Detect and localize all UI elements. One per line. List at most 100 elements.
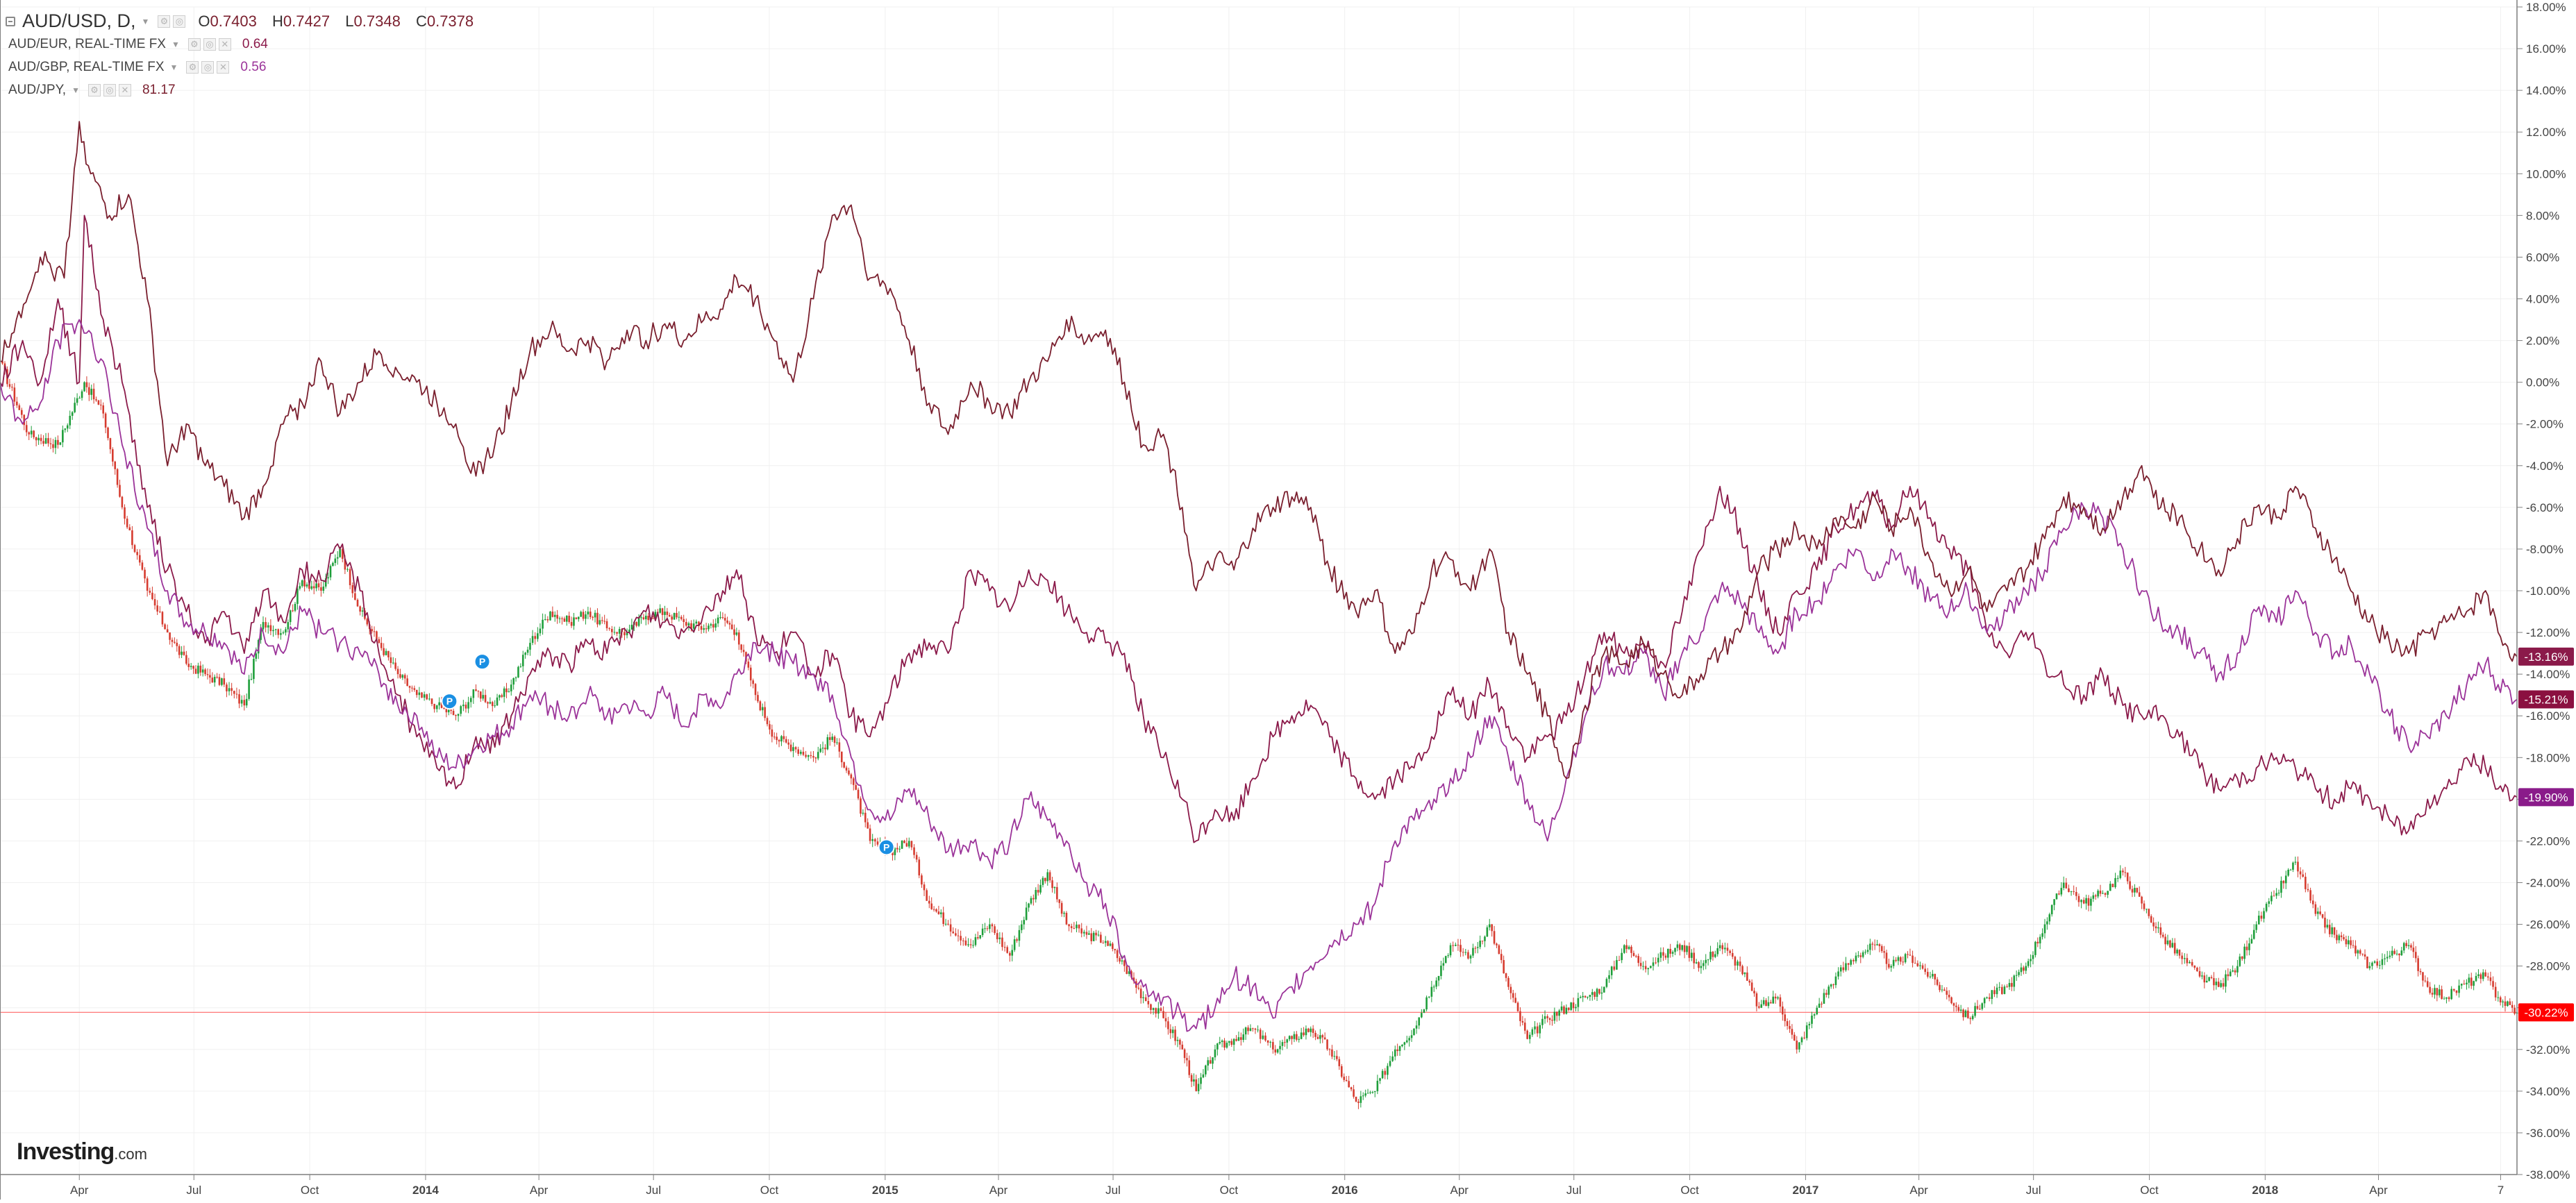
candle-body: [1144, 997, 1147, 1001]
candle-body: [1560, 1006, 1563, 1011]
candle-body: [969, 944, 972, 945]
candle-body: [2102, 893, 2104, 894]
candle-body: [2328, 925, 2331, 934]
candle-body: [1832, 984, 1834, 986]
remove-icon[interactable]: ✕: [218, 37, 231, 51]
candle-body: [1743, 972, 1746, 975]
series-candles-aud-usd: [1, 358, 2518, 1109]
chevron-down-icon[interactable]: ▼: [171, 39, 180, 49]
candle-body: [838, 742, 841, 752]
candle-body: [1016, 939, 1018, 941]
candle-body: [1589, 995, 1591, 997]
candle-body: [1228, 1041, 1230, 1043]
candle-body: [1575, 1007, 1577, 1009]
candle-body: [280, 633, 282, 635]
chevron-down-icon[interactable]: ▼: [169, 62, 178, 72]
y-tick-label: -38.00%: [2526, 1168, 2570, 1181]
y-tick-label: -8.00%: [2526, 543, 2564, 556]
candle-body: [1548, 1018, 1551, 1020]
candle-body: [1971, 1016, 1974, 1020]
legend-comparison-symbol[interactable]: AUD/GBP, REAL-TIME FX: [8, 59, 165, 74]
candle-body: [1603, 986, 1605, 993]
candle-body: [1343, 1077, 1346, 1080]
candle-body: [1767, 1002, 1770, 1007]
candle-body: [512, 678, 515, 685]
candle-body: [1505, 973, 1507, 978]
candle-body: [780, 736, 783, 742]
collapse-legend-icon[interactable]: [6, 16, 15, 26]
settings-icon[interactable]: ⚙: [187, 37, 201, 51]
y-tick-label: 18.00%: [2526, 1, 2566, 14]
legend-ohlc: O0.7403 H0.7427 L0.7348 C0.7378: [198, 12, 485, 31]
candle-body: [1741, 966, 1743, 975]
candle-body: [1396, 1049, 1398, 1052]
visibility-icon[interactable]: ◎: [201, 60, 215, 74]
candle-body: [1028, 903, 1030, 908]
candle-body: [1232, 1038, 1235, 1045]
candle-body: [2157, 927, 2159, 929]
legend-main-symbol[interactable]: AUD/USD, D,: [22, 10, 136, 31]
candle-body: [8, 384, 11, 387]
candle-body: [322, 586, 325, 591]
remove-icon[interactable]: ✕: [118, 83, 131, 96]
candle-body: [1705, 959, 1707, 964]
visibility-icon[interactable]: ◎: [173, 15, 186, 28]
candle-body: [705, 628, 708, 630]
candle-body: [1584, 995, 1587, 998]
open-label: O: [198, 12, 210, 30]
candle-body: [2504, 1001, 2507, 1007]
candle-body: [654, 612, 657, 619]
y-tick-label: -2.00%: [2526, 418, 2564, 431]
candle-body: [320, 587, 322, 591]
chevron-down-icon[interactable]: ▼: [141, 16, 150, 26]
chevron-down-icon[interactable]: ▼: [72, 85, 80, 95]
candle-body: [937, 911, 940, 914]
candle-body: [499, 695, 501, 698]
candle-body: [1650, 966, 1652, 968]
candle-body: [1242, 1034, 1245, 1041]
candle-body: [428, 698, 430, 700]
candle-body: [611, 629, 613, 632]
x-tick-label: 2015: [872, 1184, 898, 1197]
settings-icon[interactable]: ⚙: [186, 60, 199, 74]
candle-body: [2321, 914, 2324, 918]
candle-body: [1878, 944, 1881, 946]
candle-body: [2340, 935, 2343, 937]
visibility-icon[interactable]: ◎: [103, 83, 116, 96]
candle-body: [2284, 875, 2287, 884]
candle-body: [1128, 971, 1130, 974]
candle-body: [285, 629, 287, 633]
candle-body: [114, 461, 117, 469]
candle-body: [1544, 1016, 1546, 1019]
candle-body: [717, 617, 719, 624]
brand-domain: .com: [114, 1145, 147, 1163]
candle-body: [23, 414, 26, 426]
last-value-bg: [2518, 690, 2574, 709]
visibility-icon[interactable]: ◎: [203, 37, 216, 51]
legend-comparison-symbol[interactable]: AUD/JPY,: [8, 82, 67, 97]
candle-body: [144, 569, 146, 579]
candle-body: [2514, 1007, 2516, 1014]
candle-body: [1104, 941, 1107, 943]
legend-comparison-symbol[interactable]: AUD/EUR, REAL-TIME FX: [8, 36, 166, 51]
candle-body: [1303, 1032, 1305, 1036]
candle-body: [1777, 997, 1779, 999]
candle-body: [1534, 1026, 1536, 1029]
candle-body: [1171, 1029, 1174, 1034]
remove-icon[interactable]: ✕: [217, 60, 230, 74]
x-tick-label: Apr: [1450, 1184, 1469, 1197]
candle-body: [1281, 1042, 1284, 1046]
candle-body: [1387, 1066, 1389, 1075]
candle-body: [2030, 959, 2032, 961]
settings-icon[interactable]: ⚙: [158, 15, 171, 28]
candle-body: [1837, 971, 1839, 977]
low-value: 0.7348: [353, 12, 401, 30]
y-tick-label: 16.00%: [2526, 42, 2566, 56]
candle-body: [1539, 1025, 1541, 1034]
candle-body: [942, 912, 944, 924]
candle-body: [776, 737, 778, 741]
candle-body: [503, 688, 505, 697]
settings-icon[interactable]: ⚙: [87, 83, 101, 96]
